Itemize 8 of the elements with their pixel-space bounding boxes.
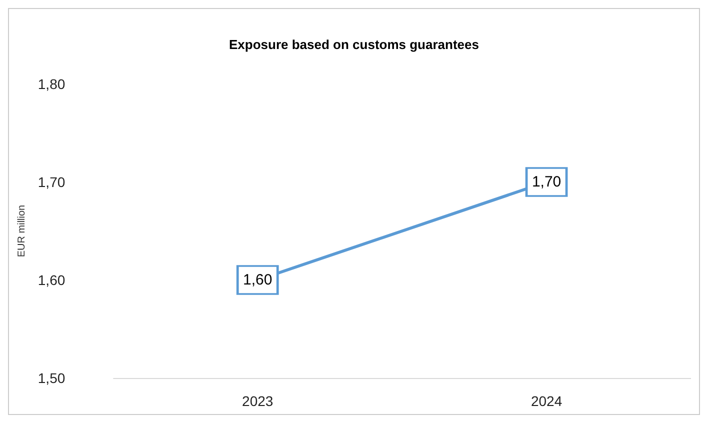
chart-title: Exposure based on customs guarantees xyxy=(229,37,479,52)
x-tick-label: 2023 xyxy=(242,393,274,409)
y-tick-label: 1,60 xyxy=(38,272,66,288)
y-axis-title: EUR million xyxy=(16,204,28,258)
y-tick-label: 1,80 xyxy=(38,76,66,92)
y-tick-label: 1,70 xyxy=(38,174,66,190)
y-tick-label: 1,50 xyxy=(38,370,66,386)
x-tick-label: 2024 xyxy=(530,393,562,409)
